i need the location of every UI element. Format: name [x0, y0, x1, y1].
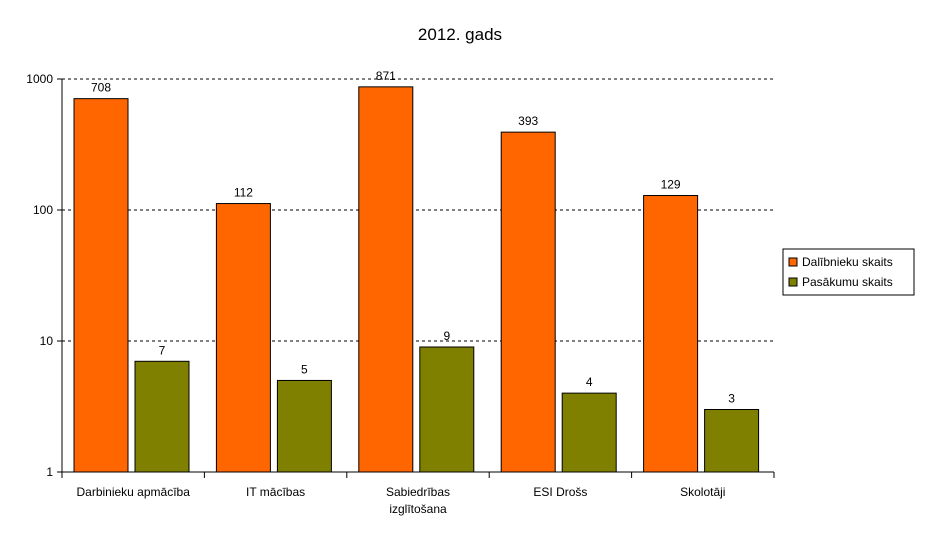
category-label: Sabiedrības	[386, 485, 450, 499]
bars	[73, 86, 760, 473]
bar	[419, 346, 475, 473]
y-tick-label: 1	[46, 465, 53, 479]
data-label: 7	[159, 343, 166, 357]
data-label: 3	[728, 391, 735, 405]
category-label: Skolotāji	[680, 485, 725, 499]
category-label: ESI Drošs	[533, 485, 587, 499]
category-label: IT mācības	[246, 485, 305, 499]
data-label: 9	[443, 329, 450, 343]
data-label: 112	[234, 186, 253, 200]
bar	[561, 392, 617, 473]
chart-title: 2012. gads	[418, 25, 502, 44]
y-tick-label: 1000	[26, 72, 53, 86]
data-label: 871	[376, 69, 396, 83]
data-label: 5	[301, 362, 308, 376]
category-label: Darbinieku apmācība	[76, 485, 190, 499]
bar	[500, 131, 556, 473]
bar	[704, 408, 760, 473]
bar	[358, 86, 414, 473]
legend-swatch	[788, 277, 798, 287]
category-label: izglītošana	[389, 502, 447, 516]
bar	[643, 195, 699, 473]
bar	[215, 203, 271, 473]
y-tick-label: 10	[40, 334, 54, 348]
data-label: 393	[518, 114, 538, 128]
legend-label: Pasākumu skaits	[802, 275, 893, 289]
data-label: 129	[661, 178, 681, 192]
bar	[73, 98, 129, 473]
data-label: 708	[91, 81, 111, 95]
axes	[57, 78, 775, 478]
data-label: 4	[586, 375, 593, 389]
bar	[134, 360, 190, 473]
legend-box	[782, 248, 915, 296]
legend: Dalībnieku skaits Pasākumu skaits	[782, 248, 915, 296]
y-tick-label: 100	[33, 203, 53, 217]
legend-label: Dalībnieku skaits	[802, 255, 893, 269]
bar	[276, 379, 332, 473]
gridlines	[62, 78, 774, 342]
labels: 1 10 100 1000 708 7 Darbinieku apmācība 112 5 IT …	[26, 69, 735, 516]
legend-swatch	[788, 257, 798, 267]
